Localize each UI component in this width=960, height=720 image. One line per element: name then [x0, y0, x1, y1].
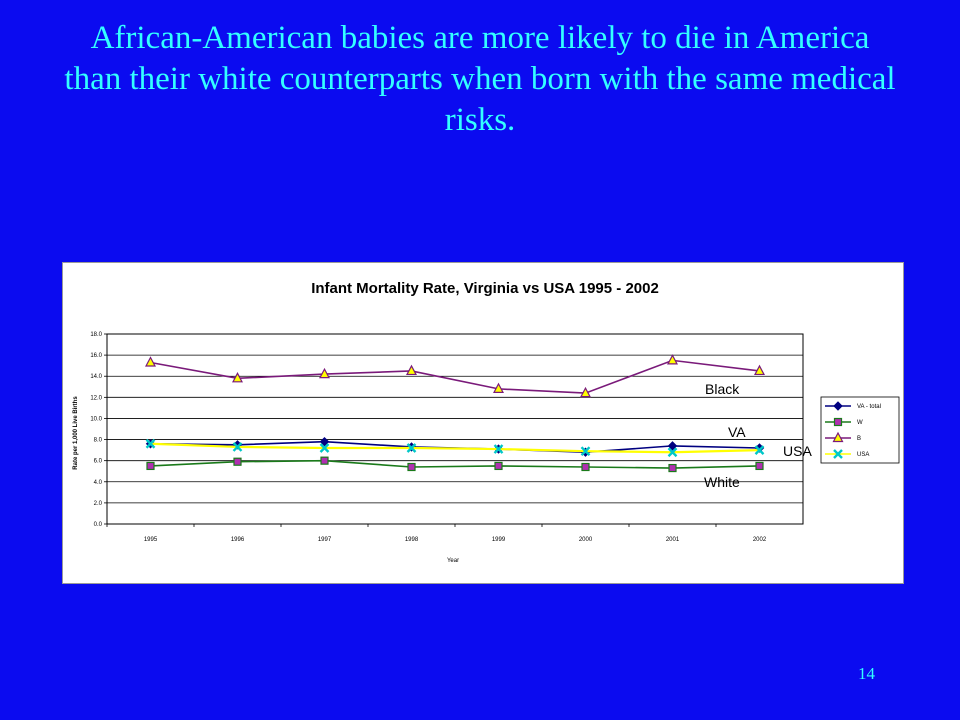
x-tick-label: 1999	[492, 537, 506, 543]
data-point	[833, 401, 843, 411]
annotation-usa: USA	[783, 443, 812, 459]
y-tick-label: 16.0	[90, 353, 102, 359]
data-point	[580, 446, 591, 457]
legend-label: USA	[857, 452, 869, 458]
chart-title: Infant Mortality Rate, Virginia vs USA 1…	[311, 280, 659, 297]
series-w	[146, 456, 764, 473]
series-line	[150, 459, 760, 469]
x-tick-label: 1995	[144, 537, 158, 543]
y-tick-label: 18.0	[90, 332, 102, 338]
x-tick-label: 2002	[753, 537, 767, 543]
data-point	[319, 436, 330, 447]
data-point	[833, 417, 843, 427]
legend-box	[820, 396, 900, 464]
data-point	[581, 462, 590, 472]
y-tick-label: 8.0	[94, 438, 103, 444]
legend-label: W	[857, 420, 863, 426]
x-tick-label: 2000	[579, 537, 593, 543]
chart-area: Infant Mortality Rate, Virginia vs USA 1…	[62, 262, 904, 584]
data-point	[667, 354, 678, 365]
annotations: Black VA USA White	[704, 381, 812, 490]
data-point	[146, 461, 155, 471]
series-line	[150, 442, 760, 454]
x-tick-label: 1996	[231, 537, 245, 543]
data-point	[580, 386, 591, 398]
data-point	[668, 463, 677, 473]
data-point	[320, 456, 329, 465]
y-tick-label: 2.0	[94, 501, 103, 507]
x-tick-label: 1997	[318, 537, 332, 543]
series-b	[145, 354, 765, 398]
plot-area: 0.0 2.0 4.0 6.0 8.0 10.0 12.0 14.0 16.0 18.0 1995 1…	[90, 332, 804, 543]
annotation-white: White	[704, 474, 740, 490]
y-tick-label: 12.0	[90, 395, 102, 401]
data-point	[232, 442, 243, 452]
plot-frame	[106, 333, 804, 525]
x-tick-label: 2001	[666, 537, 680, 543]
x-axis-label: Year	[447, 558, 459, 564]
data-point	[833, 449, 843, 459]
data-point	[319, 443, 330, 453]
data-point	[406, 443, 417, 453]
series-usa	[145, 438, 765, 458]
data-point	[319, 367, 330, 379]
line-chart: Infant Mortality Rate, Virginia vs USA 1…	[73, 280, 900, 564]
data-point	[493, 382, 504, 393]
y-tick-label: 4.0	[94, 480, 103, 486]
slide-title: African-American babies are more likely …	[64, 20, 896, 138]
data-point	[145, 438, 156, 449]
legend: VA - total W B USA	[820, 396, 900, 464]
annotation-black: Black	[705, 381, 740, 397]
x-tick-label: 1998	[405, 537, 419, 543]
data-point	[754, 445, 765, 455]
y-tick-label: 10.0	[90, 416, 102, 422]
y-tick-label: 14.0	[90, 374, 102, 380]
data-point	[755, 461, 764, 471]
data-point	[754, 364, 765, 376]
data-point	[145, 356, 156, 367]
data-point	[667, 447, 678, 458]
data-point	[494, 461, 503, 471]
legend-label: B	[857, 436, 861, 442]
data-point	[232, 372, 243, 383]
data-point	[406, 364, 417, 376]
data-point	[233, 457, 242, 466]
y-tick-label: 0.0	[94, 522, 103, 528]
legend-label: VA - total	[857, 404, 881, 410]
data-point	[832, 431, 844, 443]
y-axis-label: Rate per 1,000 Live Births	[73, 396, 79, 470]
data-point	[667, 441, 678, 451]
series-line	[150, 359, 760, 394]
data-point	[493, 444, 504, 454]
data-point	[407, 462, 416, 472]
y-tick-label: 6.0	[94, 459, 103, 465]
annotation-va: VA	[728, 424, 746, 440]
page-number: 14	[858, 664, 875, 683]
